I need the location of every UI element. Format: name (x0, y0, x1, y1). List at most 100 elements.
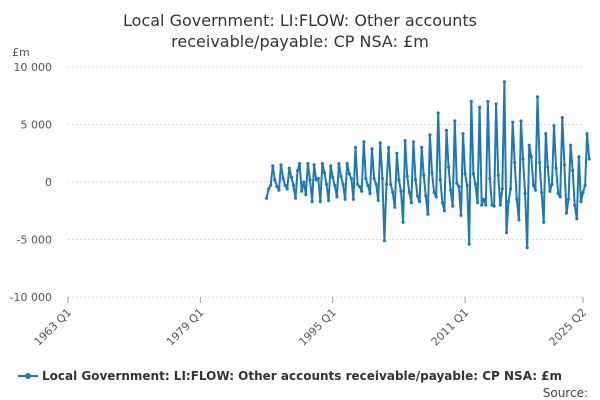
data-point (542, 220, 546, 224)
data-point (459, 213, 463, 217)
data-point (273, 178, 277, 182)
data-point (347, 172, 351, 176)
data-point (370, 147, 374, 151)
data-point (546, 165, 550, 169)
data-point (316, 177, 320, 181)
data-point (380, 177, 384, 181)
data-point (345, 162, 349, 166)
data-point (418, 200, 422, 204)
data-point (397, 178, 401, 182)
data-point (298, 162, 302, 166)
data-point (360, 189, 364, 193)
data-point (506, 200, 511, 204)
data-point (420, 145, 424, 150)
data-point (498, 203, 502, 207)
data-point (581, 190, 585, 194)
data-point (376, 198, 380, 202)
data-point (356, 182, 360, 186)
data-point (304, 193, 308, 197)
data-point (281, 177, 285, 181)
x-tick-label: 1995 Q1 (296, 306, 339, 349)
data-point (366, 183, 370, 187)
data-point (566, 197, 571, 201)
data-point (312, 163, 316, 167)
data-point (560, 116, 564, 120)
series-group (265, 80, 591, 250)
data-point (364, 177, 368, 181)
x-tick-label: 2025 Q2 (547, 306, 590, 349)
data-point (538, 160, 542, 165)
data-point (554, 166, 558, 170)
x-tick-label: 1963 Q1 (32, 306, 75, 349)
data-point (409, 201, 413, 205)
data-point (289, 175, 293, 179)
data-point (484, 203, 488, 207)
data-point (496, 173, 500, 177)
data-point (457, 185, 461, 189)
data-point (478, 105, 482, 109)
data-point (502, 80, 506, 84)
y-tick-label: 10 000 (14, 61, 53, 74)
data-point (527, 143, 531, 147)
data-point (453, 119, 457, 123)
data-point (269, 183, 273, 187)
data-point (399, 189, 403, 193)
data-point (469, 99, 473, 104)
data-point (320, 162, 324, 166)
data-point (293, 196, 298, 200)
chart-title-line-2: receivable/payable: CP NSA: £m (171, 32, 429, 51)
data-point (407, 190, 411, 194)
data-point (389, 182, 393, 186)
data-point (562, 163, 567, 167)
data-point (277, 188, 281, 192)
data-point (548, 189, 552, 193)
data-point (310, 200, 314, 204)
data-point (471, 172, 475, 176)
y-axis-unit-label: £m (12, 46, 30, 59)
data-point (422, 173, 426, 177)
data-point (465, 183, 469, 187)
data-point (424, 194, 428, 198)
data-point (575, 217, 579, 221)
legend-marker-dot (25, 373, 31, 379)
data-point (473, 182, 477, 186)
data-point (384, 182, 389, 186)
data-point (405, 174, 409, 178)
data-point (521, 157, 525, 161)
data-point (341, 182, 345, 186)
data-point (331, 175, 335, 179)
data-point (387, 145, 391, 150)
data-point (382, 239, 386, 243)
data-point (513, 160, 517, 165)
data-point (564, 211, 569, 215)
data-point (463, 172, 467, 176)
data-point (440, 201, 444, 205)
data-point (540, 190, 544, 194)
chart-title-line-1: Local Government: LI:FLOW: Other account… (123, 11, 477, 30)
data-point (327, 198, 331, 202)
data-point (492, 204, 496, 208)
data-point (430, 171, 434, 175)
data-point (343, 197, 347, 201)
data-point (519, 119, 523, 123)
legend[interactable]: Local Government: LI:FLOW: Other account… (18, 369, 562, 383)
y-tick-label: -5 000 (17, 234, 52, 247)
data-point (324, 182, 329, 186)
data-point (451, 204, 455, 208)
data-point (415, 194, 420, 198)
data-point (550, 182, 554, 186)
x-tick-label: 1979 Q1 (164, 306, 207, 349)
data-point (351, 197, 355, 201)
data-point (482, 197, 486, 201)
data-point (411, 140, 415, 144)
data-point (544, 132, 548, 136)
data-point (529, 155, 533, 159)
legend-label: Local Government: LI:FLOW: Other account… (42, 369, 562, 383)
data-point (265, 196, 269, 200)
x-tick-label: 2011 Q1 (429, 306, 472, 349)
data-point (449, 188, 453, 192)
data-point (573, 203, 577, 207)
data-point (395, 151, 399, 155)
data-point (275, 185, 279, 189)
